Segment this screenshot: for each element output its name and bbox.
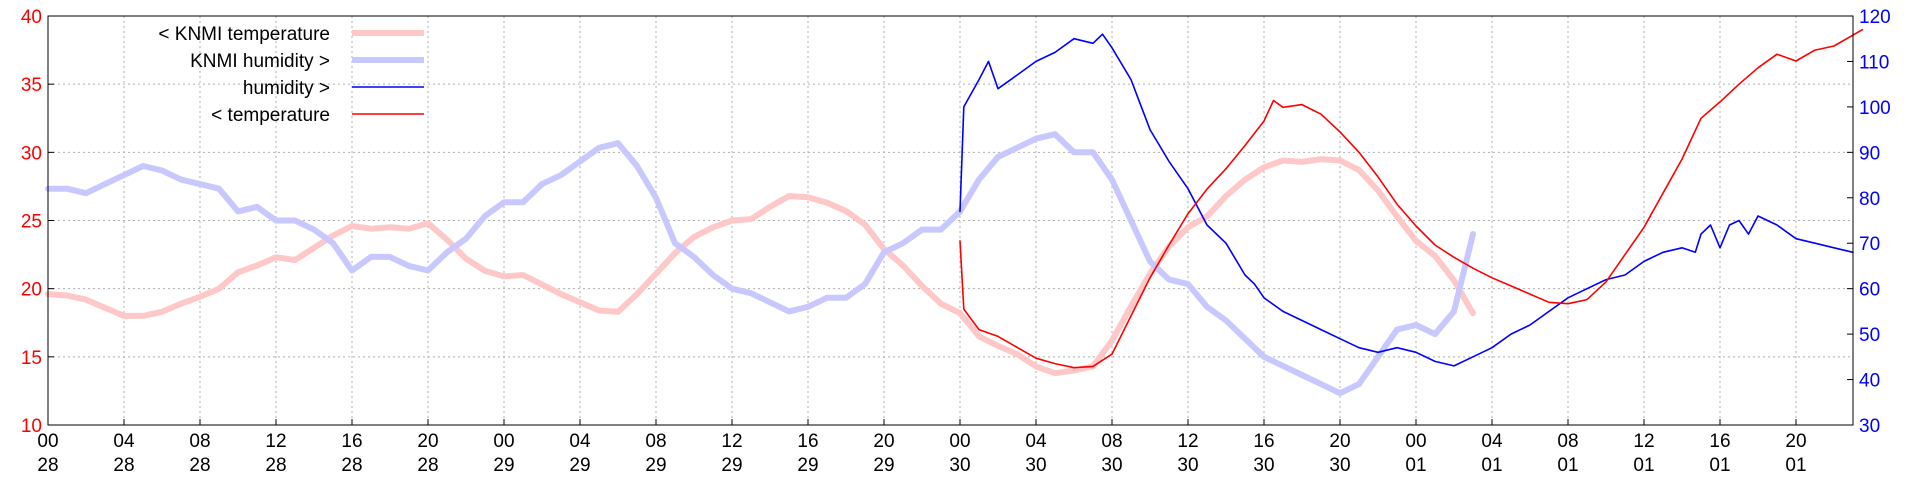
right-tick-label: 70 [1859, 234, 1880, 255]
left-tick-label: 30 [21, 143, 42, 164]
right-tick-label: 100 [1859, 98, 1891, 119]
x-tick-hour-label: 12 [721, 431, 742, 452]
x-tick-day-label: 29 [645, 455, 666, 476]
left-tick-label: 15 [21, 348, 42, 369]
x-tick-day-label: 28 [113, 455, 134, 476]
x-tick-day-label: 30 [1177, 455, 1198, 476]
x-tick-day-label: 28 [37, 455, 58, 476]
legend-label: KNMI humidity > [190, 51, 330, 72]
x-tick-day-label: 28 [341, 455, 362, 476]
x-tick-day-label: 01 [1785, 455, 1806, 476]
x-tick-day-label: 29 [569, 455, 590, 476]
x-tick-day-label: 01 [1557, 455, 1578, 476]
x-tick-hour-label: 20 [1329, 431, 1350, 452]
x-tick-hour-label: 08 [1101, 431, 1122, 452]
left-axis-temperature: 10 15 20 25 30 35 40 [21, 7, 54, 437]
x-tick-hour-label: 20 [1785, 431, 1806, 452]
x-tick-hour-label: 12 [265, 431, 286, 452]
x-tick-day-label: 28 [189, 455, 210, 476]
x-tick-day-label: 29 [493, 455, 514, 476]
series-line-temperature [959, 28, 1864, 369]
x-tick-hour-label: 12 [1177, 431, 1198, 452]
right-tick-label: 110 [1859, 52, 1889, 73]
x-tick-hour-label: 08 [189, 431, 210, 452]
right-tick-label: 80 [1859, 189, 1880, 210]
x-tick-day-label: 28 [417, 455, 438, 476]
x-tick-day-label: 01 [1633, 455, 1654, 476]
x-tick-hour-label: 00 [493, 431, 514, 452]
x-tick-hour-label: 12 [1633, 431, 1654, 452]
x-tick-hour-label: 00 [1405, 431, 1426, 452]
left-tick-label: 25 [21, 212, 42, 233]
x-tick-hour-label: 16 [1709, 431, 1730, 452]
right-tick-label: 50 [1859, 325, 1880, 346]
x-tick-hour-label: 20 [873, 431, 894, 452]
x-tick-hour-label: 08 [1557, 431, 1578, 452]
left-tick-label: 10 [21, 416, 42, 437]
right-axis-humidity: 30 40 50 60 70 80 90 100 110 120 [1847, 7, 1891, 437]
x-tick-hour-label: 04 [113, 431, 135, 452]
left-tick-label: 20 [21, 280, 42, 301]
series-layer [45, 28, 1864, 397]
left-tick-label: 40 [21, 7, 42, 28]
x-tick-day-label: 30 [949, 455, 970, 476]
legend-label: < KNMI temperature [158, 24, 330, 45]
x-axis-time: 00 28 04 28 08 28 12 28 16 28 20 28 00 29 04 29 08 29 12 29… [37, 419, 1807, 476]
right-tick-label: 40 [1859, 371, 1880, 392]
x-tick-hour-label: 00 [949, 431, 970, 452]
right-tick-label: 90 [1859, 143, 1880, 164]
x-tick-day-label: 29 [797, 455, 818, 476]
x-tick-day-label: 01 [1481, 455, 1502, 476]
x-tick-day-label: 01 [1709, 455, 1730, 476]
series-line-knmi-humidity [45, 131, 1476, 397]
x-tick-hour-label: 16 [797, 431, 818, 452]
x-tick-day-label: 29 [873, 455, 894, 476]
right-tick-label: 60 [1859, 280, 1880, 301]
left-tick-label: 35 [21, 75, 42, 96]
x-tick-hour-label: 16 [1253, 431, 1274, 452]
x-tick-hour-label: 04 [569, 431, 591, 452]
x-tick-day-label: 30 [1329, 455, 1350, 476]
legend: < KNMI temperature KNMI humidity > humidit… [158, 24, 424, 126]
x-tick-day-label: 28 [265, 455, 286, 476]
x-tick-day-label: 30 [1101, 455, 1122, 476]
x-tick-day-label: 01 [1405, 455, 1426, 476]
right-tick-label: 120 [1859, 7, 1891, 28]
x-tick-hour-label: 04 [1481, 431, 1503, 452]
x-tick-hour-label: 08 [645, 431, 666, 452]
x-tick-hour-label: 04 [1025, 431, 1047, 452]
right-tick-label: 30 [1859, 416, 1880, 437]
x-tick-day-label: 30 [1253, 455, 1274, 476]
x-tick-hour-label: 16 [341, 431, 362, 452]
x-tick-day-label: 29 [721, 455, 742, 476]
legend-label: < temperature [211, 105, 330, 126]
series-line-humidity [959, 33, 1854, 367]
legend-label: humidity > [243, 78, 330, 99]
x-tick-hour-label: 00 [37, 431, 58, 452]
series-line-knmi-temperature [45, 156, 1476, 377]
x-tick-day-label: 30 [1025, 455, 1046, 476]
x-tick-hour-label: 20 [417, 431, 438, 452]
